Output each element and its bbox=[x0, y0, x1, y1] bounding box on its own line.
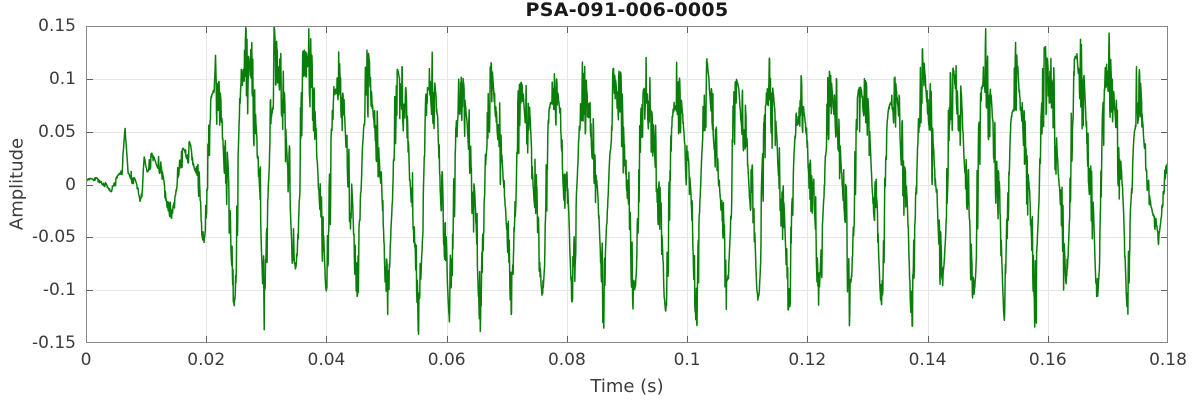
x-tick-label: 0.02 bbox=[187, 350, 226, 370]
x-tick-label: 0.18 bbox=[1149, 350, 1187, 370]
x-tick-label: 0 bbox=[80, 350, 92, 370]
waveform-series bbox=[86, 26, 1168, 335]
plot-border bbox=[86, 26, 1168, 343]
x-axis-label: Time (s) bbox=[590, 376, 664, 397]
y-tick-label: -0.15 bbox=[32, 333, 76, 353]
plot-area bbox=[86, 26, 1168, 343]
chart-title: PSA-091-006-0005 bbox=[525, 0, 729, 21]
x-tick-label: 0.16 bbox=[1028, 350, 1067, 370]
x-tick-label: 0.06 bbox=[427, 350, 466, 370]
x-tick-label: 0.1 bbox=[673, 350, 701, 370]
y-tick-label: -0.05 bbox=[32, 227, 76, 248]
y-tick-label: -0.1 bbox=[42, 280, 76, 301]
y-tick-label: 0.1 bbox=[48, 68, 76, 89]
y-tick-label: 0.15 bbox=[38, 16, 76, 36]
x-tick-label: 0.04 bbox=[307, 350, 346, 370]
y-tick-label: 0 bbox=[65, 174, 76, 195]
x-tick-label: 0.08 bbox=[547, 350, 586, 370]
y-tick-label: 0.05 bbox=[38, 121, 76, 142]
x-tick-label: 0.12 bbox=[788, 350, 827, 370]
x-tick-label: 0.14 bbox=[908, 350, 947, 370]
